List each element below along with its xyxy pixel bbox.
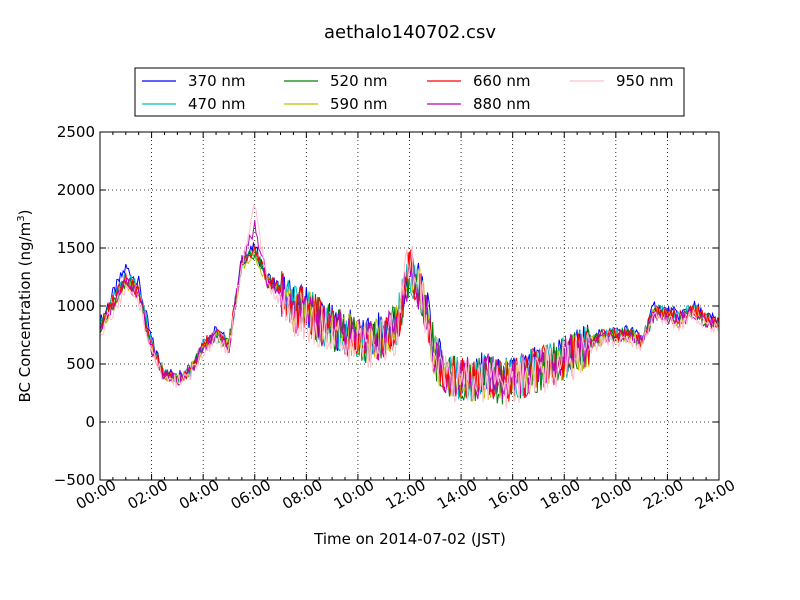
legend-label: 880 nm: [473, 95, 531, 113]
ticks: [99, 131, 720, 481]
y-axis-label-main: BC Concentration (ng/m: [16, 222, 34, 403]
series-line-950-nm: [99, 204, 720, 409]
series-layer: [99, 204, 720, 409]
legend-label: 660 nm: [473, 72, 531, 90]
chart-title: aethalo140702.csv: [324, 22, 496, 43]
legend: 370 nm 470 nm 520 nm 590 nm 660 nm 880 nm 950 …: [134, 67, 685, 117]
legend-label: 370 nm: [188, 72, 246, 90]
y-tick-label: −500: [54, 471, 95, 489]
x-axis-label: Time on 2014-07-02 (JST): [313, 530, 506, 548]
legend-label: 470 nm: [188, 95, 246, 113]
legend-box: [134, 67, 685, 117]
y-axis-label-end: ): [16, 210, 34, 216]
y-tick-label: 1000: [57, 297, 95, 315]
y-tick-label: 2000: [57, 181, 95, 199]
y-tick-label: 0: [85, 413, 95, 431]
y-tick-label: 2500: [57, 123, 95, 141]
legend-label: 590 nm: [330, 95, 388, 113]
legend-label: 520 nm: [330, 72, 388, 90]
series-line-590-nm: [99, 246, 720, 402]
y-axis-label-superscript: 3: [16, 215, 27, 221]
legend-label: 950 nm: [616, 72, 674, 90]
y-tick-label: 1500: [57, 239, 95, 257]
y-axis-label: BC Concentration (ng/m3): [16, 210, 34, 403]
y-tick-label: 500: [66, 355, 95, 373]
